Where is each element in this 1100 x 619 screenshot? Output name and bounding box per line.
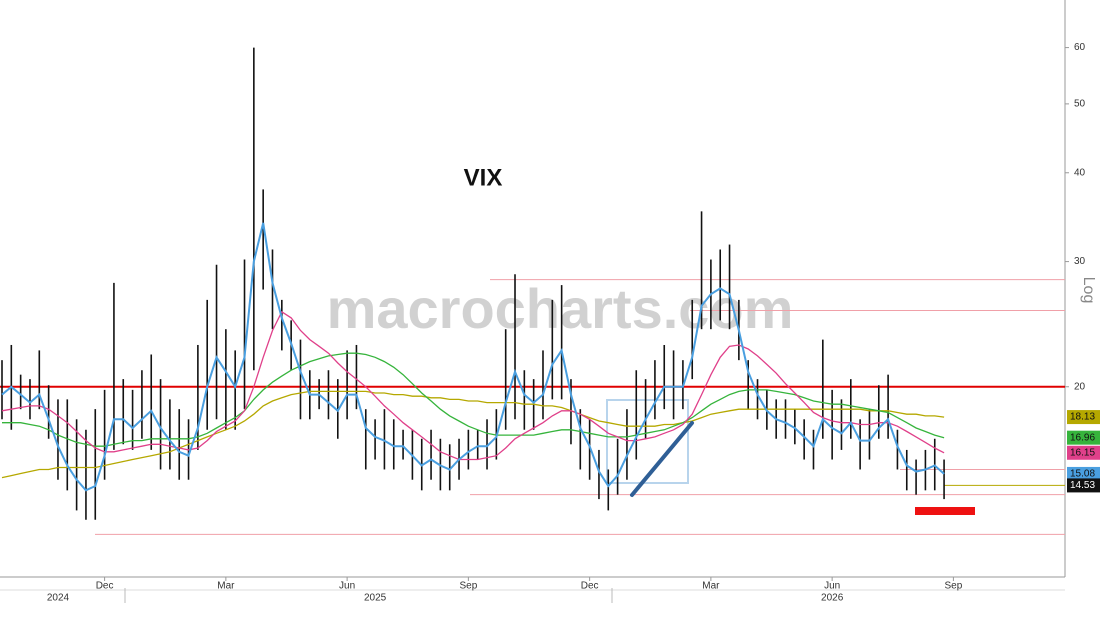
moving-average-line xyxy=(1,390,945,479)
value-tag-label: 15.08 xyxy=(1070,469,1095,480)
y-tick-label: 30 xyxy=(1074,256,1086,267)
watermark: macrocharts.com xyxy=(327,277,794,340)
x-tick-label: Jun xyxy=(824,581,840,592)
value-tag xyxy=(1067,466,1100,481)
value-tag xyxy=(1067,430,1100,445)
y-tick-label: 40 xyxy=(1074,167,1086,178)
y-tick-label: 60 xyxy=(1074,42,1086,53)
value-tag-label: 14.53 xyxy=(1070,480,1095,491)
year-label: 2026 xyxy=(821,593,844,604)
value-tag xyxy=(1067,410,1100,425)
year-label: 2024 xyxy=(47,593,70,604)
year-label: 2025 xyxy=(364,593,387,604)
chart-title: VIX xyxy=(464,164,503,191)
y-tick-label: 50 xyxy=(1074,99,1086,110)
moving-average-line xyxy=(1,222,945,492)
y-tick-label: 20 xyxy=(1074,381,1086,392)
moving-average-line xyxy=(2,352,945,447)
value-tag-label: 18.13 xyxy=(1070,412,1095,423)
value-tag-label: 16.96 xyxy=(1070,432,1095,443)
trend-arrow xyxy=(630,421,694,497)
value-tag xyxy=(1067,445,1100,460)
moving-average-line xyxy=(1,310,945,461)
x-tick-label: Sep xyxy=(459,581,477,592)
x-tick-label: Mar xyxy=(702,581,720,592)
x-tick-label: Jun xyxy=(339,581,355,592)
marker-bar xyxy=(915,507,975,515)
highlight-box xyxy=(606,399,689,484)
x-tick-label: Dec xyxy=(581,581,599,592)
x-tick-label: Mar xyxy=(217,581,235,592)
x-tick-label: Dec xyxy=(96,581,114,592)
x-tick-label: Sep xyxy=(944,581,962,592)
y-scale-label: Log xyxy=(1080,277,1097,304)
value-tag-label: 16.15 xyxy=(1070,447,1095,458)
value-tag xyxy=(1067,478,1100,493)
